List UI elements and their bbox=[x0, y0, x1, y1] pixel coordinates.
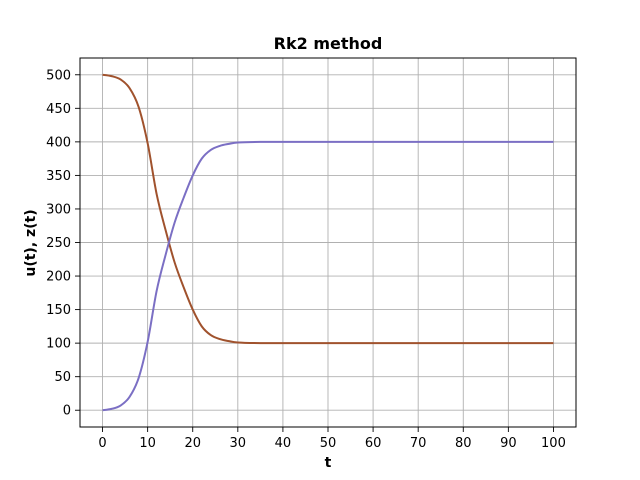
y-tick-label: 0 bbox=[63, 404, 71, 419]
y-tick-label: 350 bbox=[46, 169, 71, 184]
x-tick-label: 10 bbox=[139, 436, 156, 451]
chart-title: Rk2 method bbox=[274, 34, 383, 53]
grid bbox=[80, 58, 576, 427]
x-tick-label: 90 bbox=[500, 436, 517, 451]
x-axis: 0 10 20 30 40 50 60 70 80 90 100 bbox=[98, 427, 566, 451]
y-tick-label: 200 bbox=[46, 270, 71, 285]
y-tick-label: 250 bbox=[46, 236, 71, 251]
x-tick-label: 70 bbox=[410, 436, 427, 451]
x-tick-label: 20 bbox=[184, 436, 201, 451]
x-tick-label: 40 bbox=[275, 436, 292, 451]
y-axis: 0 50 100 150 200 250 300 350 400 450 500 bbox=[46, 68, 80, 419]
x-tick-label: 30 bbox=[230, 436, 247, 451]
y-tick-label: 150 bbox=[46, 303, 71, 318]
y-tick-label: 400 bbox=[46, 135, 71, 150]
y-tick-label: 500 bbox=[46, 68, 71, 83]
y-tick-label: 300 bbox=[46, 202, 71, 217]
y-tick-label: 50 bbox=[54, 370, 71, 385]
x-tick-label: 60 bbox=[365, 436, 382, 451]
x-tick-label: 100 bbox=[541, 436, 566, 451]
y-axis-label: u(t), z(t) bbox=[23, 209, 39, 276]
x-tick-label: 50 bbox=[320, 436, 337, 451]
series-group bbox=[102, 73, 554, 412]
series-line-1 bbox=[102, 73, 554, 345]
series-line-2 bbox=[102, 140, 554, 412]
x-tick-label: 0 bbox=[98, 436, 106, 451]
y-tick-label: 450 bbox=[46, 102, 71, 117]
x-tick-label: 80 bbox=[455, 436, 472, 451]
y-tick-label: 100 bbox=[46, 337, 71, 352]
x-axis-label: t bbox=[325, 455, 332, 471]
